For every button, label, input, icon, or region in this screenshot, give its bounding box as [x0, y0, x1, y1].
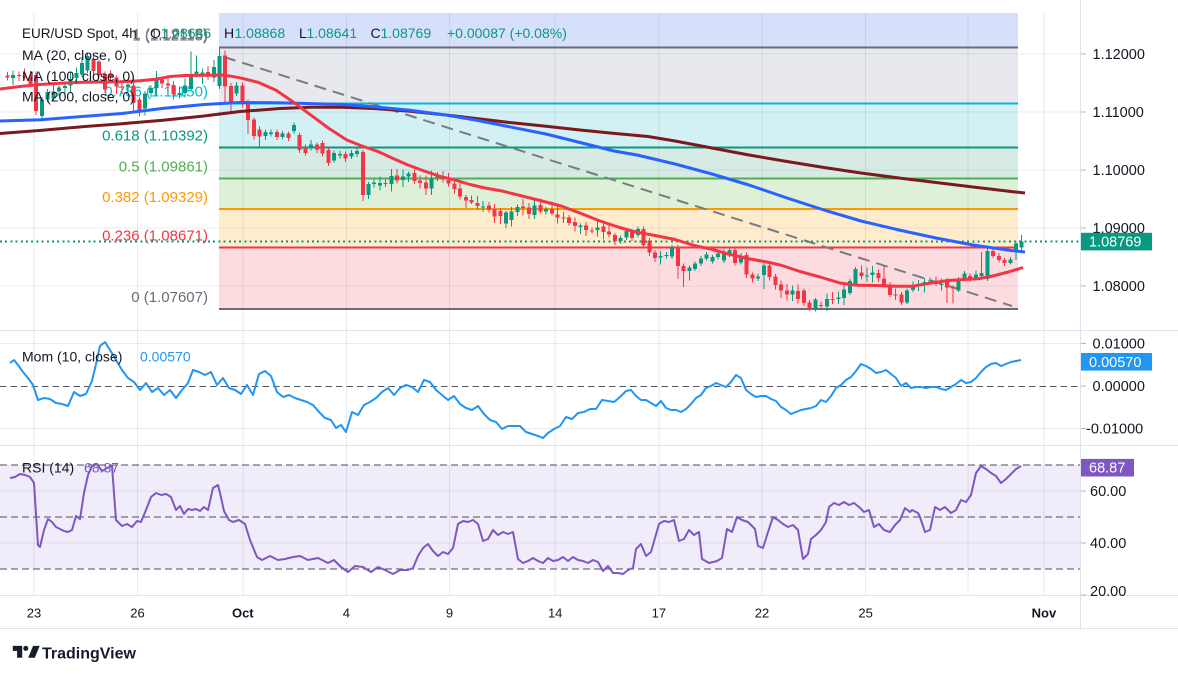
svg-text:68.87: 68.87: [1089, 461, 1125, 477]
svg-text:0.236 (1.08671): 0.236 (1.08671): [102, 227, 208, 244]
svg-text:17: 17: [652, 606, 666, 621]
svg-text:-0.01000: -0.01000: [1086, 421, 1143, 437]
svg-text:TradingView: TradingView: [42, 646, 137, 663]
svg-text:14: 14: [548, 606, 562, 621]
svg-text:60.00: 60.00: [1090, 484, 1126, 500]
svg-text:0.01000: 0.01000: [1093, 337, 1145, 353]
svg-text:0 (1.07607): 0 (1.07607): [131, 289, 208, 306]
svg-text:Oct: Oct: [232, 606, 254, 621]
svg-text:1.10000: 1.10000: [1093, 163, 1145, 179]
svg-text:68.87: 68.87: [84, 460, 119, 476]
svg-text:22: 22: [755, 606, 769, 621]
svg-text:RSI (14): RSI (14): [22, 460, 74, 476]
svg-text:Nov: Nov: [1032, 606, 1057, 621]
svg-text:0.5 (1.09861): 0.5 (1.09861): [119, 158, 208, 175]
svg-text:Mom (10, close): Mom (10, close): [22, 349, 122, 365]
svg-text:MA (20, close, 0): MA (20, close, 0): [22, 47, 127, 63]
svg-text:1 (1.12115): 1 (1.12115): [132, 28, 208, 45]
svg-text:20.00: 20.00: [1090, 584, 1126, 600]
svg-text:26: 26: [130, 606, 144, 621]
svg-text:1.12000: 1.12000: [1093, 47, 1145, 63]
svg-text:1.08000: 1.08000: [1093, 279, 1145, 295]
svg-text:0.00000: 0.00000: [1093, 379, 1145, 395]
svg-text:1.11000: 1.11000: [1093, 105, 1144, 121]
svg-text:0.00570: 0.00570: [1089, 355, 1141, 371]
svg-text:23: 23: [27, 606, 41, 621]
svg-text:0.618 (1.10392): 0.618 (1.10392): [102, 128, 208, 145]
svg-text:EUR/USD Spot, 4h: EUR/USD Spot, 4h: [22, 26, 137, 41]
svg-text:1 (1.12115): 1 (1.12115): [132, 26, 208, 43]
svg-text:0.00570: 0.00570: [140, 349, 191, 365]
svg-text:9: 9: [446, 606, 453, 621]
svg-text:0.382 (1.09329): 0.382 (1.09329): [102, 189, 208, 206]
svg-text:4: 4: [343, 606, 350, 621]
svg-text:1.08769: 1.08769: [1089, 235, 1141, 251]
svg-text:MA (200, close, 0): MA (200, close, 0): [22, 89, 135, 105]
svg-text:MA (100, close, 0): MA (100, close, 0): [22, 68, 135, 84]
svg-text:25: 25: [858, 606, 872, 621]
svg-text:40.00: 40.00: [1090, 536, 1126, 552]
